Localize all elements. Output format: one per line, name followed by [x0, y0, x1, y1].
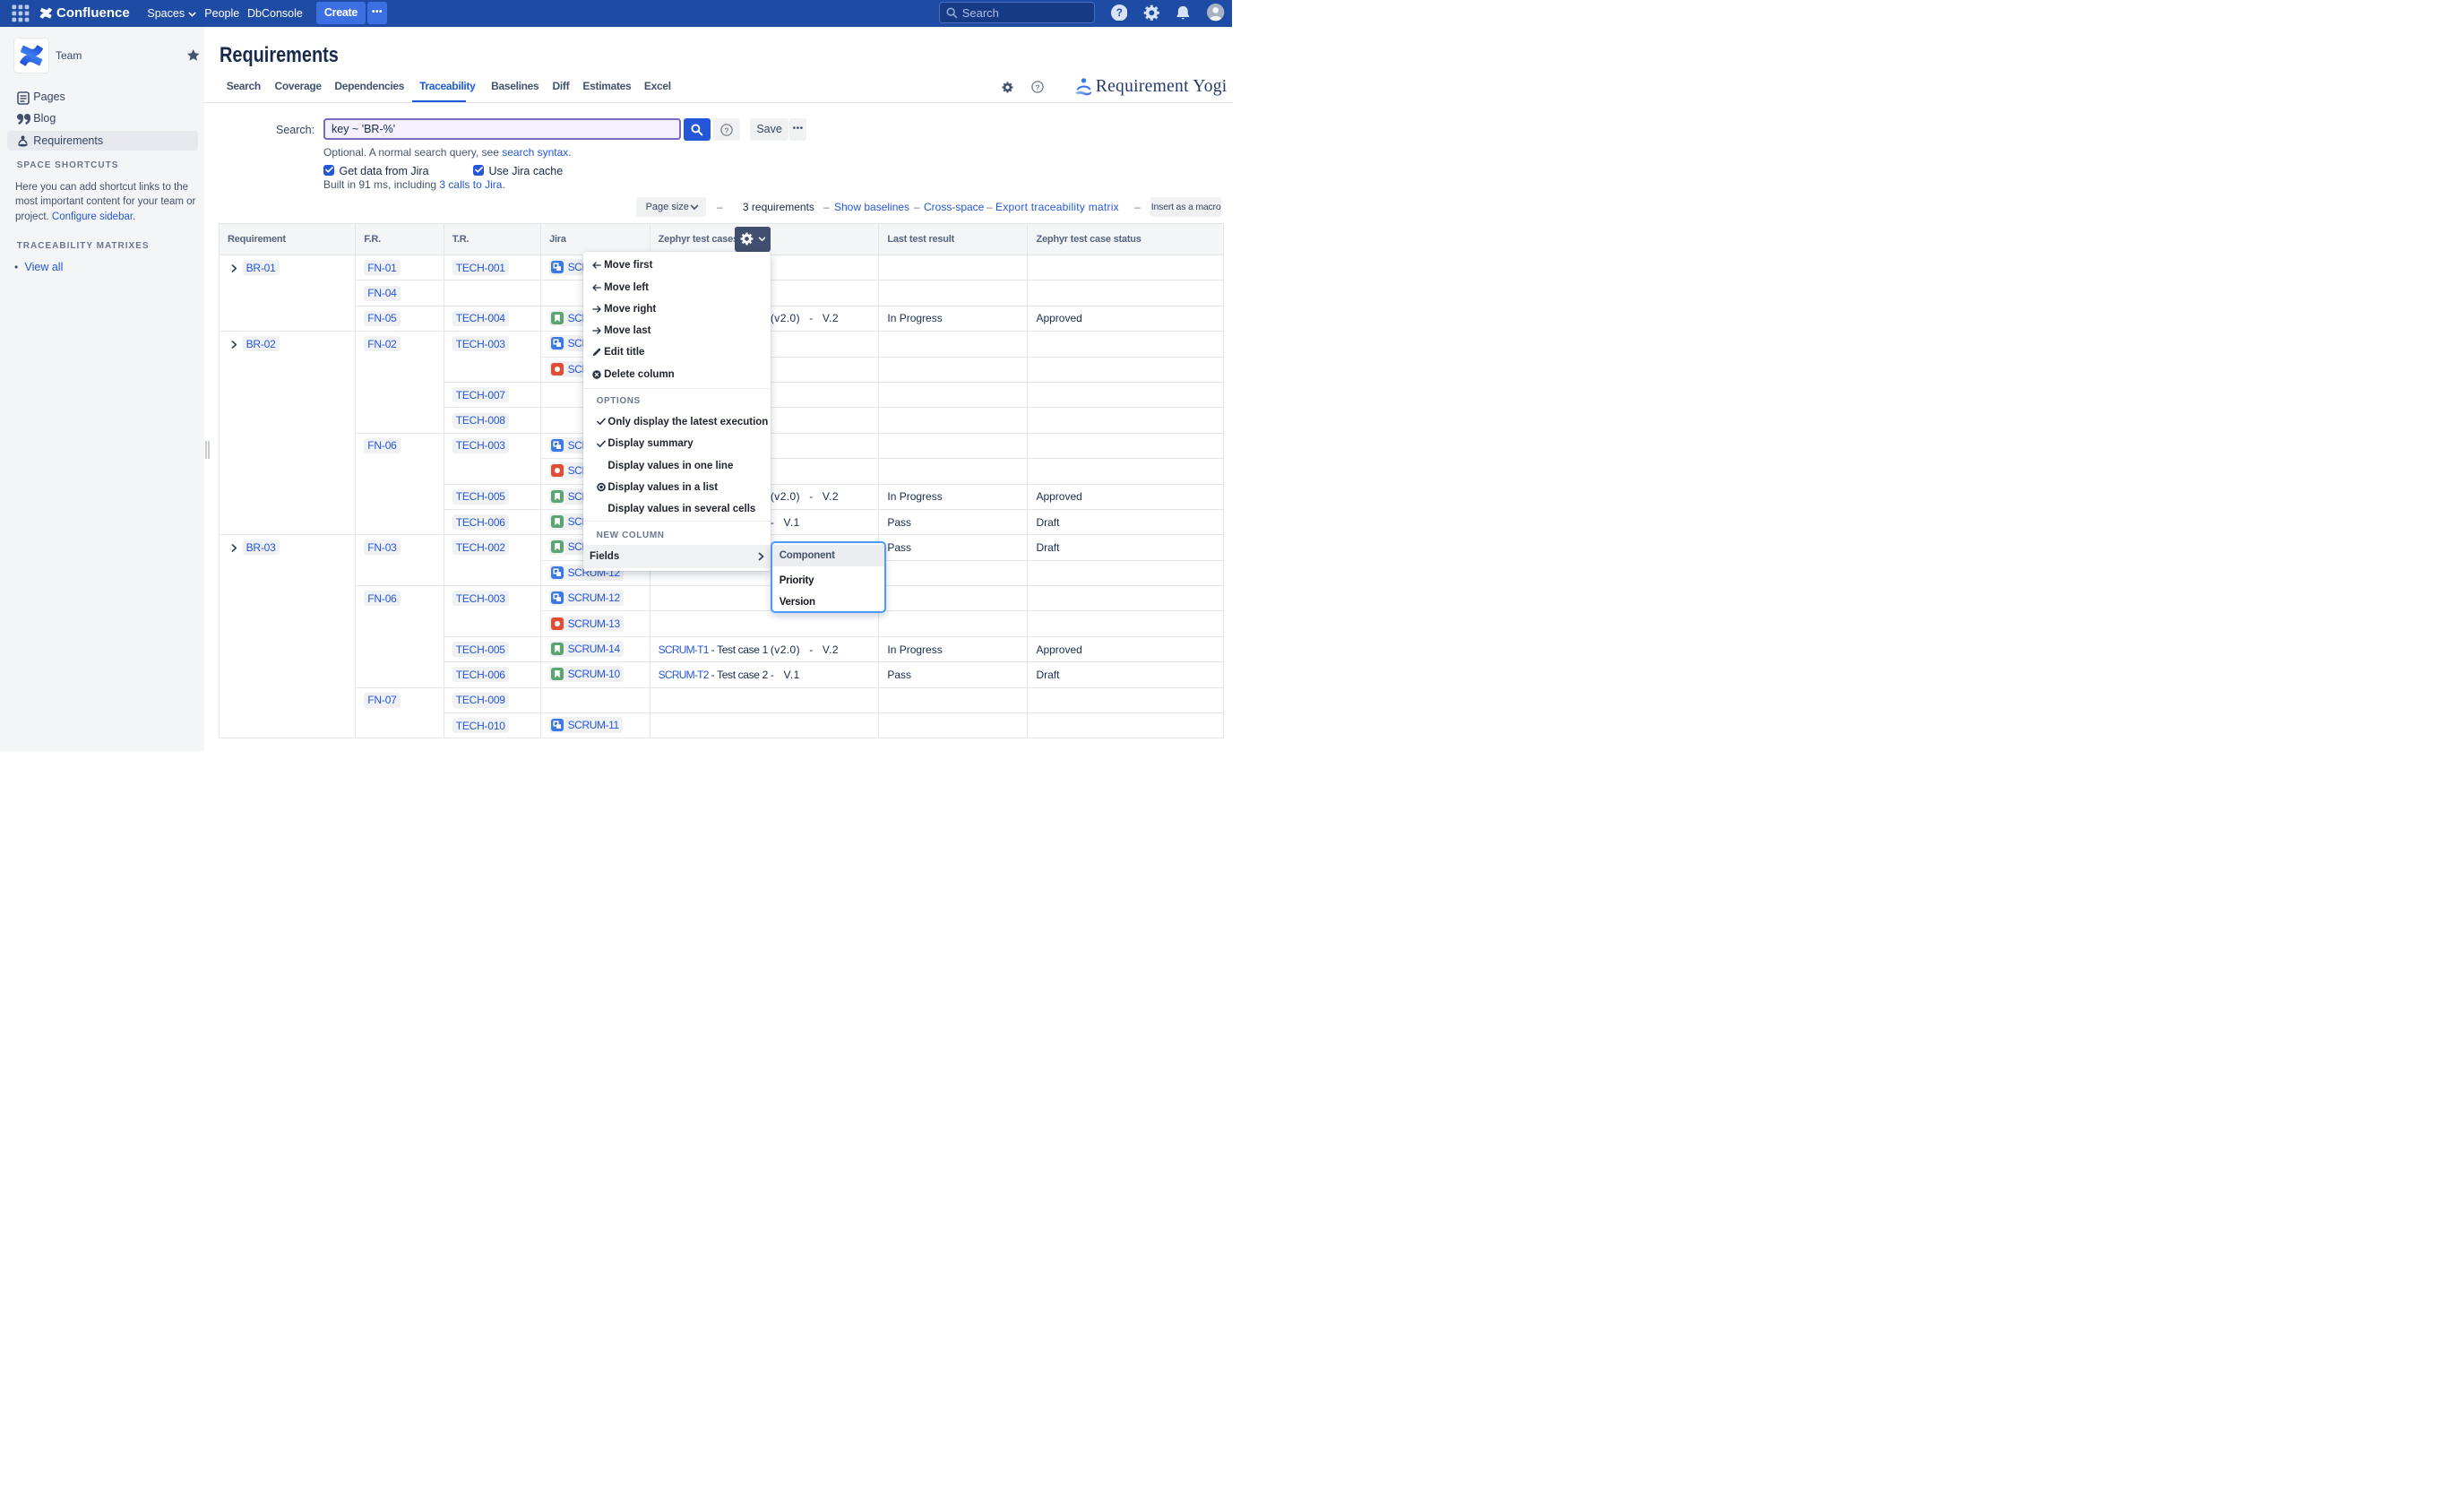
- svg-text:?: ?: [1035, 82, 1039, 91]
- svg-text:?: ?: [724, 125, 728, 134]
- svg-text:?: ?: [1116, 7, 1122, 19]
